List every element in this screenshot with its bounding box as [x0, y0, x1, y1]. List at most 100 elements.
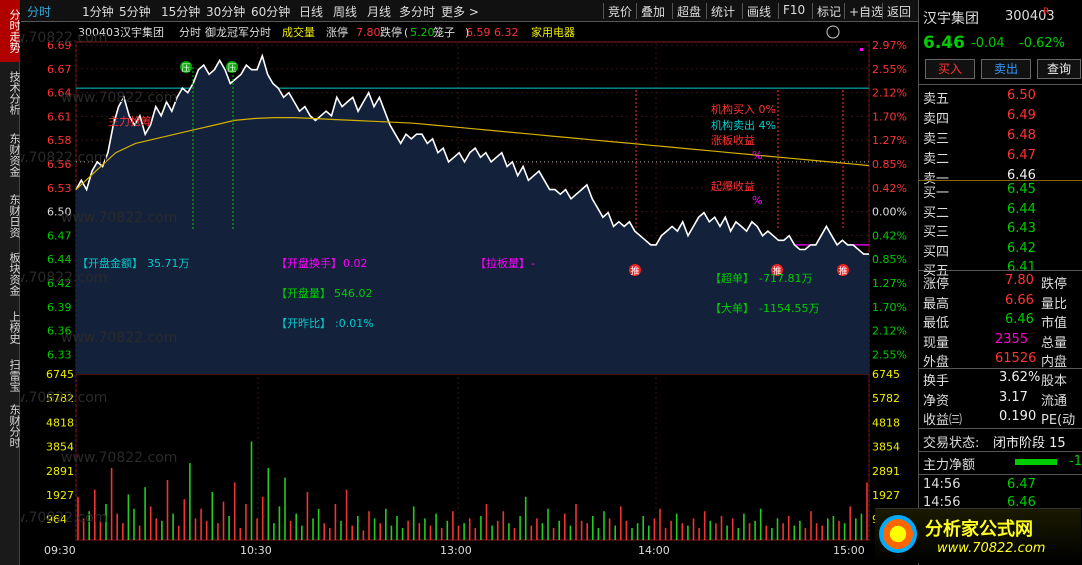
toolbar-separator [603, 3, 604, 19]
watermark: www.70822.com [21, 270, 107, 286]
logo-text: 分析家公式网 [925, 519, 1033, 540]
sidebar-tab-7[interactable]: 东财分时 [8, 404, 20, 448]
ask-price: 6.49 [1007, 108, 1036, 123]
toolbar-left-2[interactable]: 5分钟 [119, 5, 151, 19]
toolbar: 分时 1分钟 5分钟 15分钟 30分钟 60分钟 日线 周线 月线 多分时 更多 > 竞价 叠加 超盘统… [21, 0, 918, 22]
query-button[interactable]: 查询 [1037, 59, 1081, 79]
toolbar-right-1[interactable]: 叠加 [641, 5, 666, 19]
info-open_ratio: :0.01% [335, 317, 374, 330]
sell-button[interactable]: 卖出 [981, 59, 1031, 79]
sidebar-tab-2[interactable]: 东财资金 [8, 133, 20, 177]
pct-label: 0.42% [872, 229, 907, 242]
sidebar-tab-1[interactable]: 技术分析 [8, 71, 20, 115]
pct-label: 2.12% [872, 325, 907, 338]
toolbar-left-5[interactable]: 60分钟 [251, 5, 291, 19]
stat-label: 最低 [923, 316, 950, 331]
chart-header-2: 分时 [179, 26, 201, 39]
vol-label-left: 6745 [46, 368, 74, 381]
trade-status-value: 闭市阶段 15 [993, 436, 1066, 451]
divider [919, 84, 1082, 85]
price-label: 6.56 [47, 158, 72, 171]
toolbar-separator [672, 3, 673, 19]
zhangban-annotation: 涨板收益 [711, 133, 755, 147]
flower-icon [879, 515, 917, 553]
toolbar-right-6[interactable]: 标记 [817, 5, 842, 19]
pct-label: 1.70% [872, 110, 907, 123]
marker-dot [860, 48, 863, 51]
price-change-pct: -0.62% [1019, 36, 1065, 51]
stat2-value: 3.17 [999, 389, 1028, 405]
avg-price-line [75, 117, 870, 191]
toolbar-right-4[interactable]: 画线 [747, 5, 772, 19]
stat-row: 最低 6.46 市值 [919, 311, 1082, 331]
ask-row: 卖四 6.49 [919, 107, 1082, 127]
tui-badge-text: 推 [630, 265, 639, 277]
toolbar-right-3[interactable]: 统计 [711, 5, 736, 19]
pct-label: 2.12% [872, 87, 907, 100]
tui-badge-circle [629, 264, 641, 276]
watermark: www.70822.com [21, 30, 107, 46]
zhangban-pct: % [752, 149, 762, 162]
ya-badge-circle [226, 61, 238, 73]
stat2-label: 换手 [923, 374, 950, 389]
qibao-pct: % [752, 194, 762, 207]
net-amount-value: -1 [1069, 454, 1082, 469]
vol-label-right: 4818 [872, 416, 900, 429]
stat-right-label: 市值 [1041, 316, 1068, 331]
vol-label-left: 4818 [46, 416, 74, 429]
sidebar-tab-6[interactable]: 扫雷宝 [8, 358, 20, 392]
watermark: www.70822.com [61, 210, 177, 226]
net-amount-bar [1015, 459, 1057, 465]
ask-row: 卖一 6.46 [919, 167, 1082, 187]
toolbar-left-6[interactable]: 日线 [299, 5, 324, 19]
toolbar-left-0[interactable]: 分时 [27, 5, 52, 19]
toolbar-left-10[interactable]: 更多 > [441, 5, 479, 19]
price-label: 6.42 [47, 277, 72, 290]
toolbar-left-4[interactable]: 30分钟 [206, 5, 246, 19]
toolbar-right-2[interactable]: 超盘 [677, 5, 702, 19]
bid-row: 买一 6.45 [919, 181, 1082, 201]
sidebar-tab-3[interactable]: 东财日资 [8, 194, 20, 238]
toolbar-right-8[interactable]: 返回 [887, 5, 912, 19]
buy-button[interactable]: 买入 [925, 59, 975, 79]
price-line [75, 53, 869, 255]
ya-badge-circle [180, 61, 192, 73]
toolbar-left-3[interactable]: 15分钟 [161, 5, 201, 19]
toolbar-left-8[interactable]: 月线 [367, 5, 392, 19]
stat2-right-label: PE(动 [1041, 413, 1076, 428]
tui-badge-circle [837, 264, 849, 276]
price-label: 6.50 [47, 206, 72, 219]
qibao-annotation: 起爆收益 [711, 179, 755, 193]
time-label: 13:00 [440, 544, 472, 557]
toolbar-left-7[interactable]: 周线 [333, 5, 358, 19]
info-lift: - [531, 257, 535, 270]
bid-price: 6.41 [1007, 260, 1036, 275]
stock-tag: R [1043, 7, 1050, 17]
ask-price: 6.48 [1007, 128, 1036, 143]
tick-row: 14:56 6.47 [919, 476, 1082, 495]
watermark: www.70822.com [61, 450, 177, 466]
settings-icon[interactable] [826, 25, 840, 39]
sidebar-tab-4[interactable]: 板块资金 [8, 252, 20, 296]
bid-row: 买二 6.44 [919, 201, 1082, 221]
toolbar-right-7[interactable]: +自选 [849, 5, 884, 19]
tick-time: 14:56 [923, 495, 961, 510]
sidebar-tab-5[interactable]: 上榜史 [8, 310, 20, 344]
toolbar-left-1[interactable]: 1分钟 [82, 5, 114, 19]
vol-label-right: 6745 [872, 368, 900, 381]
toolbar-right-0[interactable]: 竞价 [608, 5, 633, 19]
toolbar-right-5[interactable]: F10 [783, 3, 806, 17]
toolbar-left-9[interactable]: 多分时 [399, 5, 436, 19]
stat-row: 涨停 7.80 跌停 [919, 272, 1082, 292]
price-area-fill [76, 55, 869, 375]
info-super_label: 【超单】 [710, 271, 754, 285]
stat2-value: 3.62% [999, 370, 1041, 385]
time-label: 15:00 [833, 544, 865, 557]
price-label: 6.39 [47, 301, 72, 314]
stat2-value: 0.190 [999, 409, 1037, 424]
info-open_vol: 546.02 [334, 287, 373, 300]
stat-value: 6.46 [1005, 312, 1034, 327]
stock-code: 300403 [1005, 9, 1055, 24]
sidebar-tab-0[interactable]: 分时走势 [0, 0, 20, 62]
